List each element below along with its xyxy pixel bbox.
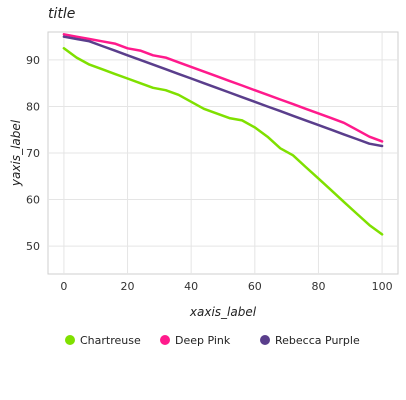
x-axis-ticks: 0 20 40 60 80 100 — [60, 280, 392, 293]
y-tick-label: 90 — [26, 54, 40, 67]
legend-label: Deep Pink — [175, 334, 231, 347]
legend-swatch — [160, 335, 170, 345]
x-tick-label: 40 — [184, 280, 198, 293]
series-lines — [62, 33, 384, 236]
legend-swatch — [260, 335, 270, 345]
y-tick-label: 70 — [26, 147, 40, 160]
x-tick-label: 60 — [248, 280, 262, 293]
y-tick-label: 50 — [26, 240, 40, 253]
series-line — [62, 47, 384, 236]
chart-title: title — [48, 6, 75, 22]
legend-label: Chartreuse — [80, 334, 141, 347]
y-axis-ticks: 50 60 70 80 90 — [26, 54, 40, 253]
y-axis-title: yaxis_label — [9, 119, 23, 187]
series-line — [62, 35, 384, 148]
x-tick-label: 100 — [372, 280, 393, 293]
x-tick-label: 0 — [60, 280, 67, 293]
legend: Chartreuse Deep Pink Rebecca Purple — [65, 334, 360, 347]
y-tick-label: 60 — [26, 194, 40, 207]
x-axis-title: xaxis_label — [189, 305, 257, 319]
series-line — [62, 33, 384, 143]
legend-label: Rebecca Purple — [275, 334, 360, 347]
y-tick-label: 80 — [26, 100, 40, 113]
legend-swatch — [65, 335, 75, 345]
x-tick-label: 20 — [121, 280, 135, 293]
x-tick-label: 80 — [311, 280, 325, 293]
